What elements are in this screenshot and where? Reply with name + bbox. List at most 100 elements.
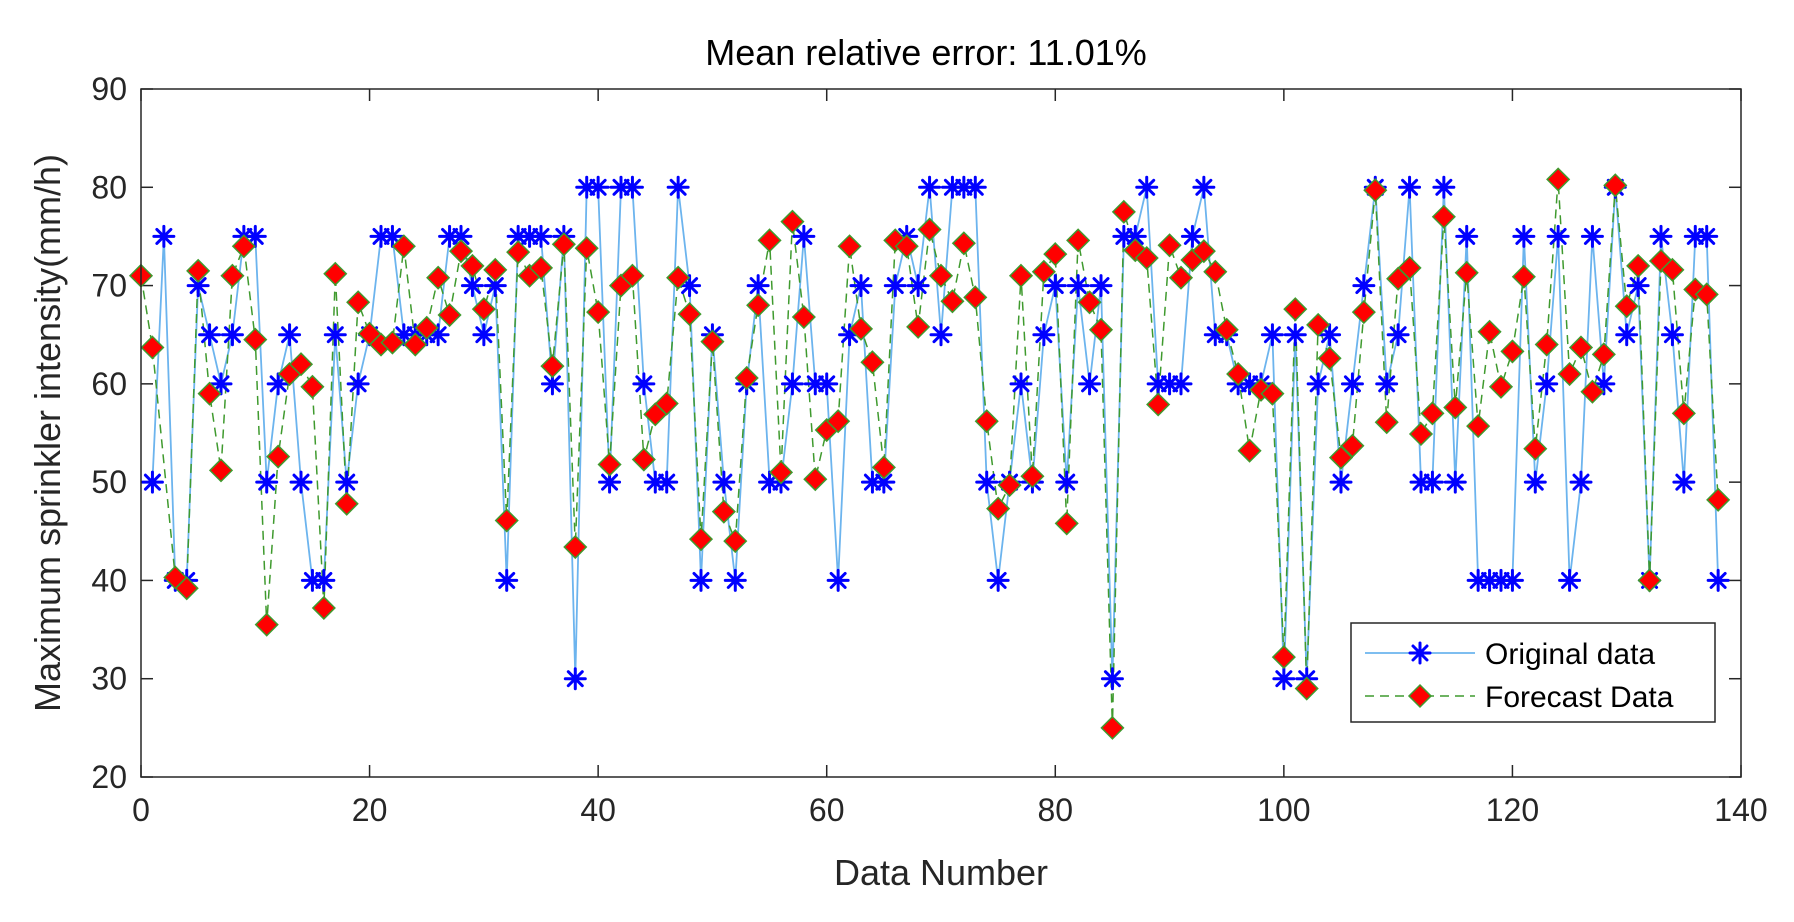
original-point <box>918 175 942 199</box>
original-point <box>1523 470 1547 494</box>
forecast-point <box>1431 204 1456 229</box>
forecast-point <box>768 460 794 485</box>
original-point <box>689 568 713 592</box>
forecast-point <box>666 265 691 290</box>
forecast-point <box>1203 259 1228 284</box>
y-tick-label: 30 <box>91 661 127 697</box>
forecast-point <box>586 300 611 325</box>
original-point <box>792 224 816 248</box>
original-point <box>883 274 907 298</box>
forecast-point <box>734 365 759 391</box>
original-point <box>1706 568 1730 592</box>
original-point <box>872 470 896 494</box>
original-point <box>838 323 862 347</box>
original-point <box>780 372 804 396</box>
forecast-point <box>951 231 976 256</box>
forecast-point <box>917 217 942 242</box>
original-point <box>906 274 930 298</box>
forecast-point <box>1660 257 1685 282</box>
forecast-point <box>1374 410 1399 435</box>
chart-title: Mean relative error: 11.01% <box>705 32 1147 73</box>
forecast-point <box>266 444 291 469</box>
original-point <box>1375 372 1399 396</box>
original-point <box>986 568 1010 592</box>
forecast-point <box>1066 228 1091 253</box>
forecast-point <box>1637 568 1662 593</box>
original-point <box>323 323 347 347</box>
original-point <box>1660 323 1684 347</box>
forecast-point <box>426 265 451 290</box>
original-point <box>1672 470 1696 494</box>
forecast-point <box>1500 339 1525 364</box>
forecast-point <box>986 496 1011 521</box>
original-point <box>1615 323 1639 347</box>
original-point <box>1043 274 1067 298</box>
y-tick-label: 50 <box>91 464 127 500</box>
original-point <box>815 372 839 396</box>
forecast-point <box>1008 263 1034 288</box>
original-point <box>198 323 222 347</box>
forecast-point <box>471 297 496 322</box>
original-point <box>1455 224 1479 248</box>
forecast-point <box>1694 282 1719 307</box>
forecast-point <box>1626 253 1651 278</box>
forecast-point <box>1591 342 1616 367</box>
original-point <box>963 175 987 199</box>
original-point <box>312 568 336 592</box>
legend: Original data Forecast Data <box>1350 622 1716 723</box>
forecast-point <box>346 290 371 315</box>
original-point <box>209 372 233 396</box>
forecast-point <box>563 534 588 560</box>
original-point <box>1340 372 1364 396</box>
forecast-point <box>757 228 782 253</box>
original-point <box>1100 667 1124 691</box>
forecast-point <box>1351 300 1376 325</box>
forecast-point <box>1454 260 1479 285</box>
original-point <box>586 175 610 199</box>
forecast-point <box>928 263 954 288</box>
y-tick-label: 70 <box>91 268 127 304</box>
forecast-point <box>1100 715 1125 740</box>
forecast-point <box>1271 645 1296 670</box>
original-point <box>712 470 736 494</box>
forecast-point <box>677 302 702 327</box>
x-tick-label: 100 <box>1257 792 1310 828</box>
forecast-point <box>1214 317 1239 342</box>
forecast-point <box>494 508 519 533</box>
original-point <box>1283 323 1307 347</box>
forecast-point <box>803 467 828 492</box>
original-point <box>826 568 850 592</box>
original-point <box>540 372 564 396</box>
original-point <box>1558 568 1582 592</box>
legend-marker-forecast <box>1407 683 1433 709</box>
original-point <box>1386 323 1410 347</box>
original-point <box>1066 274 1090 298</box>
forecast-point <box>1511 264 1536 289</box>
original-point <box>266 372 290 396</box>
forecast-point <box>403 332 428 357</box>
forecast-point <box>1363 178 1388 203</box>
forecast-point <box>186 258 211 283</box>
forecast-point <box>1031 259 1056 284</box>
legend-label-forecast: Forecast Data <box>1485 681 1674 714</box>
original-point <box>1192 175 1216 199</box>
forecast-point <box>1477 319 1502 344</box>
original-point <box>1009 372 1033 396</box>
original-point <box>380 224 404 248</box>
forecast-point <box>631 447 656 472</box>
original-point <box>723 568 747 592</box>
original-point <box>1089 274 1113 298</box>
original-point <box>255 470 279 494</box>
original-point <box>1592 372 1616 396</box>
forecast-point <box>1580 379 1605 404</box>
forecast-point <box>483 257 508 282</box>
forecast-point <box>1568 335 1594 360</box>
forecast-point <box>1603 173 1628 198</box>
forecast-point <box>414 315 439 340</box>
forecast-point <box>974 409 999 434</box>
original-point <box>1260 323 1284 347</box>
forecast-point <box>1614 294 1639 319</box>
legend-star-marker <box>1408 641 1432 665</box>
forecast-point <box>300 374 325 399</box>
forecast-point <box>1328 445 1354 470</box>
